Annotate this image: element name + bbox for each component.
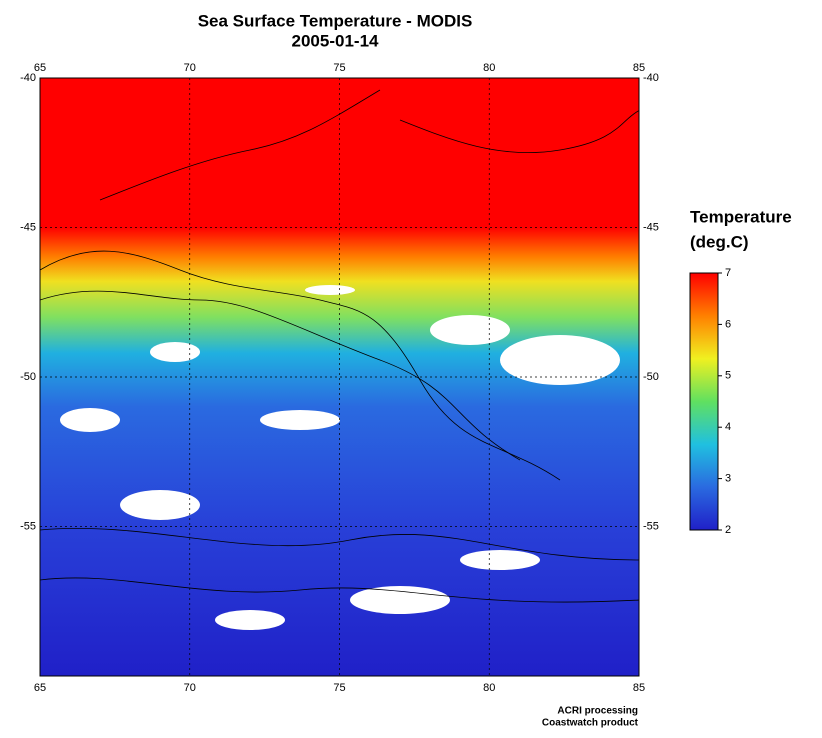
sst-field xyxy=(40,78,639,676)
x-tick-label: 70 xyxy=(184,682,196,694)
colorbar xyxy=(689,272,719,531)
colorbar-unit: (deg.C) xyxy=(690,232,749,251)
y-tick-label: -40 xyxy=(643,72,659,84)
colorbar-tick-label: 7 xyxy=(725,267,731,279)
map-subtitle: 2005-01-14 xyxy=(292,31,380,50)
x-tick-label: 85 xyxy=(633,682,645,694)
y-tick-label: -45 xyxy=(643,221,659,233)
y-tick-label: -40 xyxy=(20,72,36,84)
colorbar-tick-label: 4 xyxy=(725,421,731,433)
colorbar-tick-label: 5 xyxy=(725,370,731,382)
y-tick-label: -50 xyxy=(20,371,36,383)
y-tick-label: -45 xyxy=(20,221,36,233)
x-tick-label: 85 xyxy=(633,62,645,74)
x-tick-label: 70 xyxy=(184,62,196,74)
y-tick-label: -55 xyxy=(643,520,659,532)
x-tick-label: 80 xyxy=(483,682,495,694)
colorbar-title: Temperature xyxy=(690,207,792,226)
x-tick-label: 80 xyxy=(483,62,495,74)
colorbar-tick-label: 3 xyxy=(725,473,731,485)
x-tick-label: 65 xyxy=(34,682,46,694)
y-tick-label: -50 xyxy=(643,371,659,383)
credit: Coastwatch product xyxy=(542,718,639,729)
colorbar-tick-label: 6 xyxy=(725,318,731,330)
credit: ACRI processing xyxy=(557,706,638,717)
colorbar-tick-label: 2 xyxy=(725,524,731,536)
y-tick-label: -55 xyxy=(20,520,36,532)
map-title: Sea Surface Temperature - MODIS xyxy=(198,11,473,30)
x-tick-label: 75 xyxy=(333,682,345,694)
x-tick-label: 75 xyxy=(333,62,345,74)
x-tick-label: 65 xyxy=(34,62,46,74)
